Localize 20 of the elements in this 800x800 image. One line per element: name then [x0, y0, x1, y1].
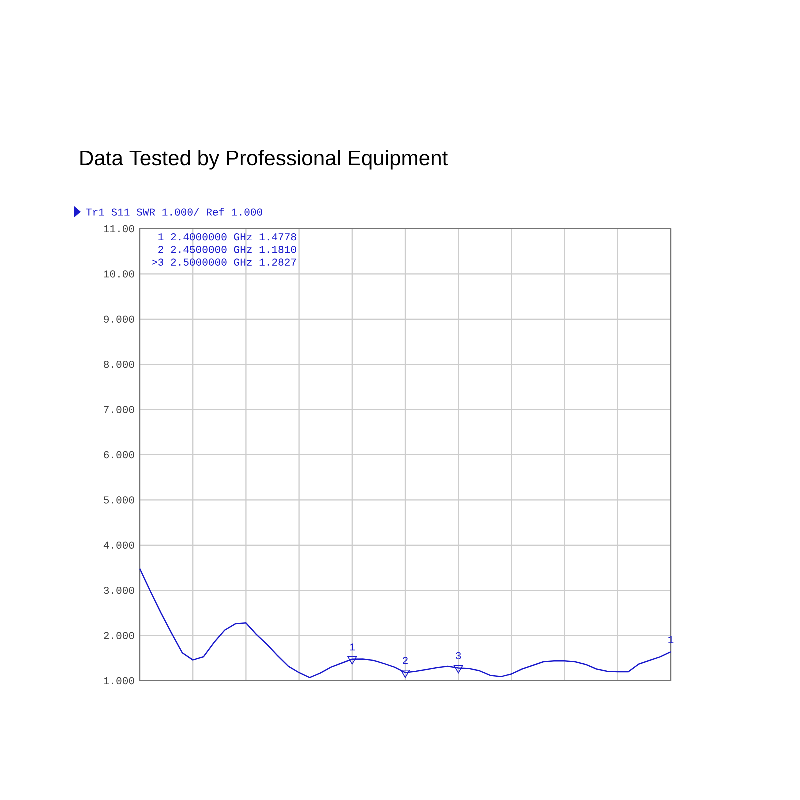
y-tick-label: 11.00 [104, 225, 134, 233]
y-tick-label: 3.000 [104, 587, 134, 594]
y-tick-label: 2.000 [104, 632, 134, 640]
y-tick-label: 6.000 [104, 451, 134, 459]
y-tick-label: 7.000 [104, 406, 134, 414]
y-tick-label: 10.00 [104, 270, 134, 278]
chart-title: Data Tested by Professional Equipment [80, 150, 448, 170]
annotation: 1 2.4000000 GHz 1.4778 [158, 233, 296, 241]
chart-subtitle: Tr1 S11 SWR 1.000/ Ref 1.000 [86, 208, 262, 216]
y-tick-label: 1.000 [104, 677, 134, 685]
annotation: 2 2.4500000 GHz 1.1810 [158, 246, 296, 254]
y-tick-label: 9.000 [104, 316, 134, 323]
annotation: >3 2.5000000 GHz 1.2827 [152, 258, 296, 266]
annotation: 2 [403, 657, 408, 664]
annotation: 1 [350, 644, 356, 651]
y-tick-label: 5.000 [104, 496, 134, 504]
line-series [139, 568, 672, 678]
y-tick-label: 8.000 [104, 361, 134, 368]
y-tick-label: 4.000 [104, 542, 134, 549]
annotation: 3 [456, 652, 462, 660]
